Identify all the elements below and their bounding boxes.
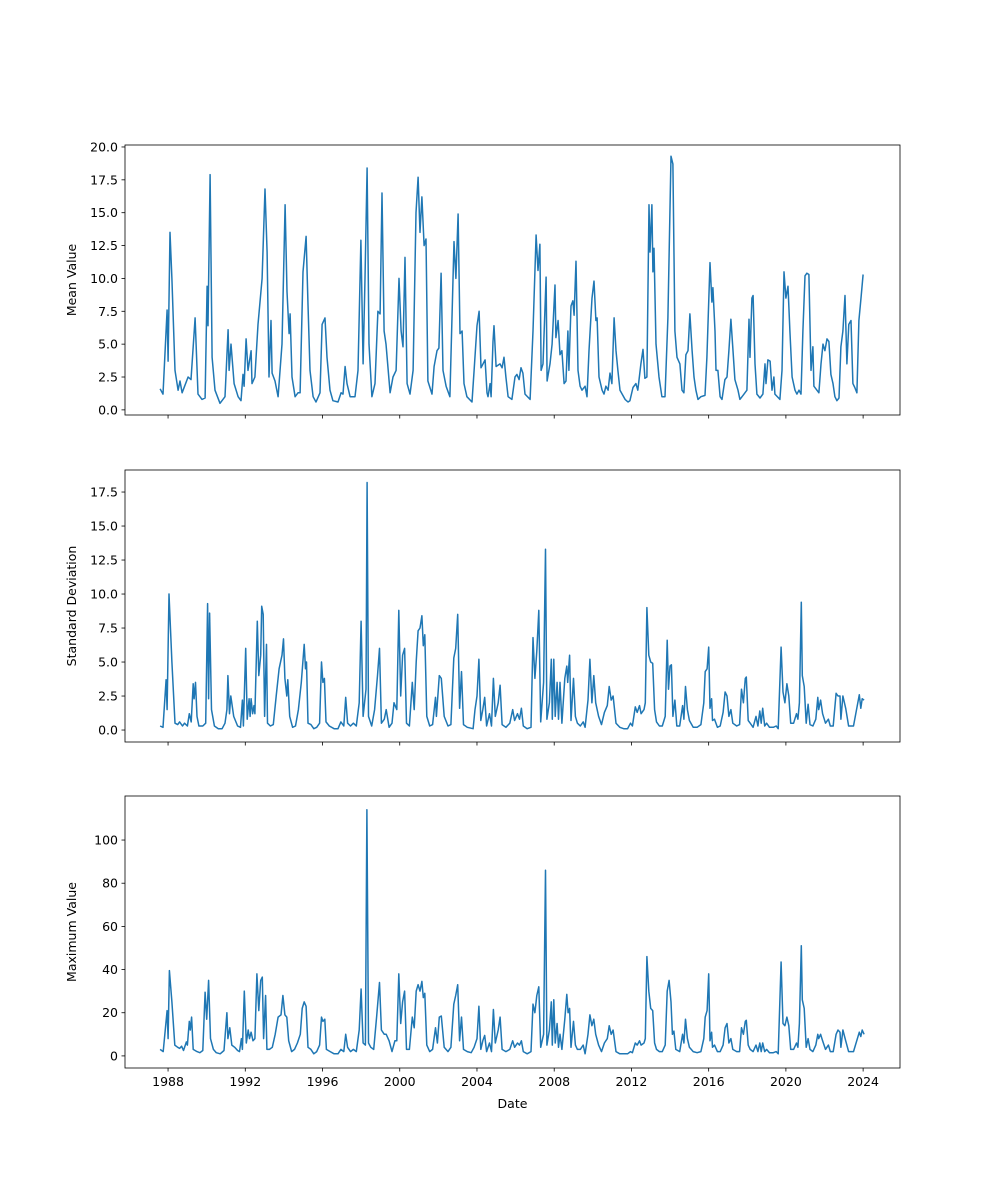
x-axis-label: Date: [498, 1096, 528, 1111]
series-line: [159, 809, 865, 1055]
y-tick-label: 5.0: [98, 337, 118, 352]
y-tick-label: 10.0: [90, 587, 118, 602]
x-tick-label: 1988: [152, 1074, 184, 1089]
y-tick-label: 20: [102, 1005, 118, 1020]
subplot-1: 0.0 2.5 5.0 7.5 10.0 12.5 15.0 17.5 20.0 Mean Val…: [64, 139, 901, 419]
y-tick-label: 12.5: [90, 238, 118, 253]
y-tick-label: 12.5: [90, 553, 118, 568]
series-line: [159, 155, 864, 405]
y-tick-label: 15.0: [90, 519, 118, 534]
y-tick-label: 100: [94, 833, 118, 848]
y-axis-label: Mean Value: [64, 244, 79, 317]
y-tick-label: 60: [102, 919, 118, 934]
axes-frame: [124, 469, 901, 743]
x-tick-label: 2012: [616, 1074, 648, 1089]
y-axis-label: Maximum Value: [64, 882, 79, 982]
subplot-3: 0 20 40 60 80 100 1988 1992 1996 2000 2004 2008 2012…: [64, 795, 901, 1089]
axes-frame: [124, 795, 901, 1069]
x-tick-label: 2008: [538, 1074, 570, 1089]
y-axis-label: Standard Deviation: [64, 546, 79, 667]
y-tick-label: 2.5: [98, 370, 118, 385]
series-line: [159, 481, 865, 730]
x-tick-label: 2004: [461, 1074, 493, 1089]
y-tick-label: 80: [102, 876, 118, 891]
y-tick-label: 5.0: [98, 655, 118, 670]
y-tick-label: 40: [102, 962, 118, 977]
axes-frame: [124, 144, 901, 416]
subplot-2: 0.0 2.5 5.0 7.5 10.0 12.5 15.0 17.5 Standard Dev…: [64, 469, 901, 746]
x-tick-label: 2016: [693, 1074, 725, 1089]
y-tick-label: 7.5: [98, 621, 118, 636]
y-tick-label: 2.5: [98, 689, 118, 704]
y-tick-label: 15.0: [90, 205, 118, 220]
y-tick-label: 0.0: [98, 402, 118, 417]
y-tick-label: 0: [110, 1048, 118, 1063]
y-tick-label: 20.0: [90, 139, 118, 154]
y-tick-label: 0.0: [98, 723, 118, 738]
y-tick-label: 10.0: [90, 271, 118, 286]
y-tick-label: 17.5: [90, 172, 118, 187]
x-tick-label: 1992: [229, 1074, 261, 1089]
x-tick-label: 2020: [770, 1074, 802, 1089]
y-tick-label: 17.5: [90, 485, 118, 500]
x-tick-label: 2000: [384, 1074, 416, 1089]
x-tick-label: 2024: [847, 1074, 879, 1089]
x-tick-label: 1996: [307, 1074, 339, 1089]
y-tick-label: 7.5: [98, 304, 118, 319]
